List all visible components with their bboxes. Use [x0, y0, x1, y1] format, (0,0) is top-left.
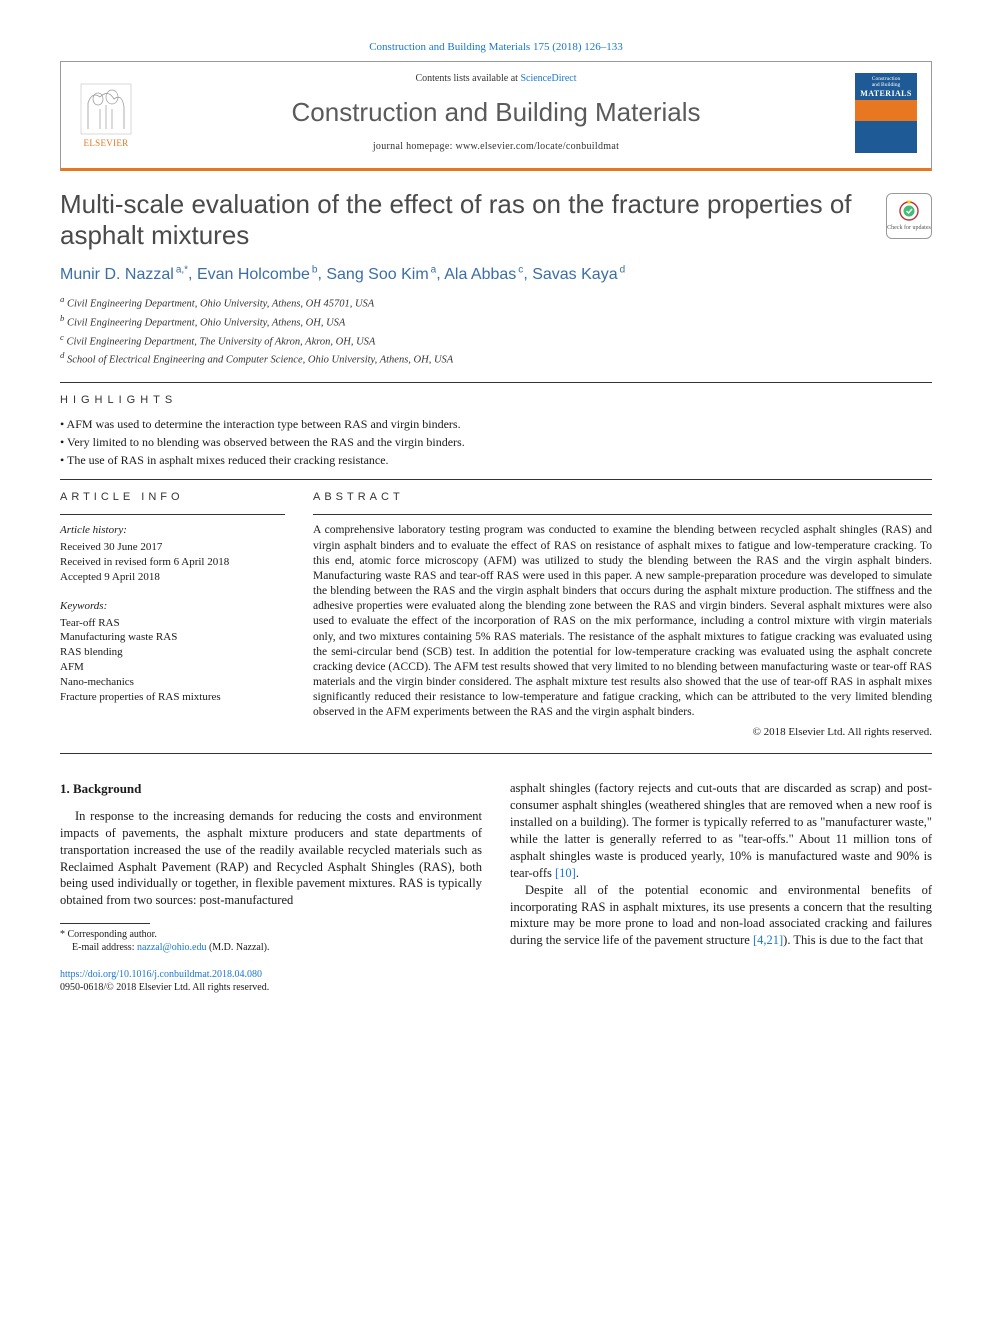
article-title: Multi-scale evaluation of the effect of … — [60, 189, 866, 251]
keyword: Fracture properties of RAS mixtures — [60, 690, 285, 705]
journal-header: ELSEVIER Contents lists available at Sci… — [60, 61, 932, 171]
highlights-heading: HIGHLIGHTS — [60, 393, 932, 408]
keyword: RAS blending — [60, 645, 285, 660]
rule — [60, 514, 285, 515]
citation-link[interactable]: [4,21] — [753, 933, 783, 947]
rule — [60, 753, 932, 754]
body-paragraph: In response to the increasing demands fo… — [60, 808, 482, 909]
citation-link[interactable]: [10] — [555, 866, 576, 880]
journal-name: Construction and Building Materials — [151, 95, 841, 130]
affiliations: a Civil Engineering Department, Ohio Uni… — [60, 293, 932, 368]
keyword: Tear-off RAS — [60, 616, 285, 631]
rule — [60, 382, 932, 383]
affiliation: b Civil Engineering Department, Ohio Uni… — [60, 312, 932, 331]
footnote-rule — [60, 923, 150, 924]
author: Savas Kaya d — [532, 266, 625, 283]
publisher-name: ELSEVIER — [84, 137, 129, 149]
publisher-logo: ELSEVIER — [75, 77, 137, 149]
abstract-column: ABSTRACT A comprehensive laboratory test… — [313, 490, 932, 740]
affiliation: d School of Electrical Engineering and C… — [60, 349, 932, 368]
keyword: Nano-mechanics — [60, 675, 285, 690]
header-center: Contents lists available at ScienceDirec… — [151, 72, 841, 154]
journal-reference: Construction and Building Materials 175 … — [60, 40, 932, 55]
check-updates-badge[interactable]: Check for updates — [886, 193, 932, 239]
check-updates-label: Check for updates — [887, 224, 931, 232]
author: Evan Holcombe b — [197, 266, 318, 283]
rule — [313, 514, 932, 515]
section-heading: 1. Background — [60, 780, 482, 798]
author: Sang Soo Kim a — [326, 266, 436, 283]
contents-available: Contents lists available at ScienceDirec… — [151, 72, 841, 86]
corresponding-author-note: * Corresponding author. — [60, 928, 482, 941]
history-line: Received 30 June 2017 — [60, 540, 285, 555]
doi-block: https://doi.org/10.1016/j.conbuildmat.20… — [60, 968, 932, 994]
author-list: Munir D. Nazzal a,*, Evan Holcombe b, Sa… — [60, 263, 932, 285]
sciencedirect-link[interactable]: ScienceDirect — [520, 73, 576, 84]
keywords-heading: Keywords: — [60, 599, 285, 614]
article-info-heading: ARTICLE INFO — [60, 490, 285, 505]
affiliation: a Civil Engineering Department, Ohio Uni… — [60, 293, 932, 312]
body-paragraph: Despite all of the potential economic an… — [510, 882, 932, 950]
highlight-item: Very limited to no blending was observed… — [60, 434, 932, 450]
email-footnote: E-mail address: nazzal@ohio.edu (M.D. Na… — [60, 941, 482, 954]
rule — [60, 479, 932, 480]
abstract-text: A comprehensive laboratory testing progr… — [313, 523, 932, 720]
history-heading: Article history: — [60, 523, 285, 538]
author: Munir D. Nazzal a,* — [60, 266, 188, 283]
article-info-column: ARTICLE INFO Article history: Received 3… — [60, 490, 285, 740]
homepage-url[interactable]: www.elsevier.com/locate/conbuildmat — [455, 141, 619, 152]
history-line: Accepted 9 April 2018 — [60, 570, 285, 585]
body-paragraph: asphalt shingles (factory rejects and cu… — [510, 780, 932, 881]
history-line: Received in revised form 6 April 2018 — [60, 555, 285, 570]
body-text: 1. Background In response to the increas… — [60, 780, 932, 954]
author: Ala Abbas c — [444, 266, 523, 283]
abstract-copyright: © 2018 Elsevier Ltd. All rights reserved… — [313, 725, 932, 740]
doi-link[interactable]: https://doi.org/10.1016/j.conbuildmat.20… — [60, 968, 932, 981]
abstract-heading: ABSTRACT — [313, 490, 932, 505]
affiliation: c Civil Engineering Department, The Univ… — [60, 331, 932, 350]
highlights-list: AFM was used to determine the interactio… — [60, 416, 932, 469]
issn-copyright: 0950-0618/© 2018 Elsevier Ltd. All right… — [60, 981, 932, 994]
author-email[interactable]: nazzal@ohio.edu — [137, 942, 206, 953]
highlight-item: The use of RAS in asphalt mixes reduced … — [60, 452, 932, 468]
highlight-item: AFM was used to determine the interactio… — [60, 416, 932, 432]
keyword: AFM — [60, 660, 285, 675]
keyword: Manufacturing waste RAS — [60, 630, 285, 645]
journal-homepage: journal homepage: www.elsevier.com/locat… — [151, 140, 841, 154]
journal-cover-thumb: Construction and Building MATERIALS — [855, 73, 917, 153]
